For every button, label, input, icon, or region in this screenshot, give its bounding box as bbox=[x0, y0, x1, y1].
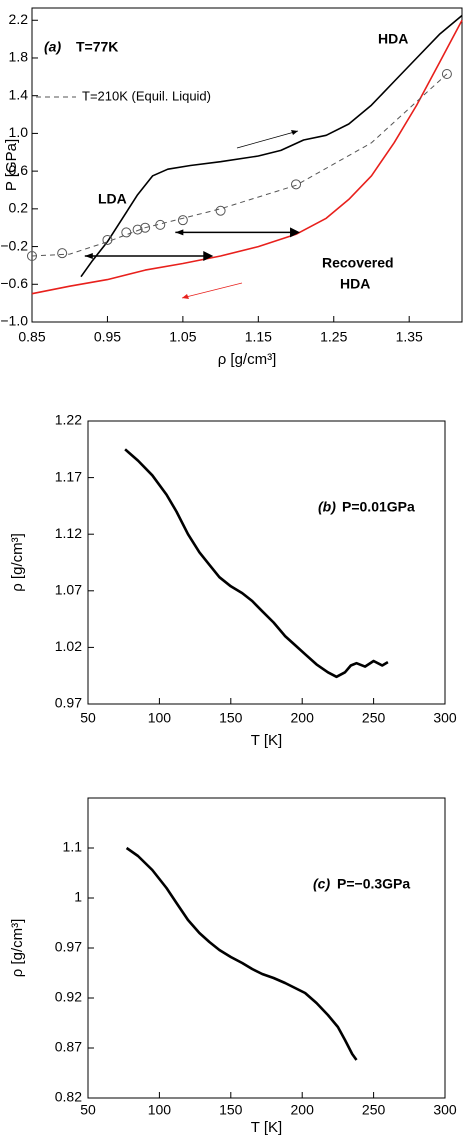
y-tick-label: 1.4 bbox=[9, 86, 29, 102]
data-point bbox=[27, 250, 37, 261]
x-tick-label: 300 bbox=[433, 1102, 457, 1118]
data-point bbox=[291, 179, 302, 190]
x-axis-label: ρ [g/cm³] bbox=[218, 351, 277, 368]
y-tick-label: 1.07 bbox=[55, 582, 82, 598]
y-tick-label: 0.92 bbox=[55, 989, 82, 1005]
y-tick-label: 1.12 bbox=[55, 525, 82, 541]
y-tick-label: 0.2 bbox=[9, 200, 29, 216]
x-axis-label: T [K] bbox=[251, 732, 282, 749]
y-tick-label: 1 bbox=[74, 889, 82, 905]
data-point bbox=[102, 234, 113, 245]
annotation: HDA bbox=[340, 276, 370, 292]
annotation: (b) bbox=[318, 499, 336, 515]
annotation: P=0.01GPa bbox=[342, 499, 415, 515]
x-tick-label: 300 bbox=[433, 710, 457, 726]
direction-arrow-head bbox=[291, 130, 298, 135]
y-axis-label: ρ [g/cm³] bbox=[9, 533, 26, 592]
data-point bbox=[215, 205, 226, 216]
y-tick-label: 1.8 bbox=[9, 49, 29, 65]
y-tick-label: 1.0 bbox=[9, 124, 29, 140]
annotation: P=−0.3GPa bbox=[337, 876, 410, 892]
arrow-tail bbox=[290, 227, 301, 238]
y-tick-label: 1.17 bbox=[55, 468, 82, 484]
x-tick-label: 200 bbox=[291, 710, 315, 726]
x-tick-label: 0.95 bbox=[94, 329, 121, 345]
data-point bbox=[441, 69, 452, 80]
x-tick-label: 150 bbox=[219, 1102, 243, 1118]
annotation: LDA bbox=[98, 191, 127, 207]
x-tick-label: 1.25 bbox=[320, 329, 347, 345]
data-line bbox=[80, 14, 463, 278]
direction-arrow-head bbox=[182, 294, 189, 299]
plot-frame bbox=[31, 7, 463, 323]
x-axis-label: T [K] bbox=[251, 1119, 282, 1136]
data-line bbox=[125, 846, 358, 1061]
data-line bbox=[31, 73, 448, 257]
annotation: (a) bbox=[44, 39, 61, 55]
data-point bbox=[121, 227, 132, 238]
y-axis-label: ρ [g/cm³] bbox=[9, 919, 26, 978]
y-tick-label: 1.1 bbox=[63, 839, 83, 855]
x-tick-label: 0.85 bbox=[18, 329, 45, 345]
annotation: HDA bbox=[378, 31, 408, 47]
x-tick-label: 200 bbox=[291, 1102, 315, 1118]
y-tick-label: 0.87 bbox=[55, 1039, 82, 1055]
y-tick-label: 0.82 bbox=[55, 1089, 82, 1105]
y-tick-label: 1.02 bbox=[55, 638, 82, 654]
y-tick-label: 1.22 bbox=[55, 412, 82, 428]
x-tick-label: 100 bbox=[148, 1102, 172, 1118]
y-tick-label: 2.2 bbox=[9, 11, 29, 27]
plot-frame bbox=[87, 420, 446, 705]
x-tick-label: 150 bbox=[219, 710, 243, 726]
data-point bbox=[155, 219, 166, 230]
x-tick-label: 1.05 bbox=[169, 329, 196, 345]
data-point bbox=[140, 222, 151, 233]
y-tick-label: 0.6 bbox=[9, 162, 29, 178]
y-tick-label: 0.97 bbox=[55, 695, 82, 711]
y-tick-label: −1.0 bbox=[0, 313, 28, 329]
y-tick-label: 0.97 bbox=[55, 939, 82, 955]
y-axis-label: P [GPa] bbox=[3, 139, 20, 191]
x-tick-label: 1.15 bbox=[245, 329, 272, 345]
x-tick-label: 1.35 bbox=[396, 329, 423, 345]
annotation: Recovered bbox=[322, 255, 394, 271]
y-tick-label: −0.2 bbox=[0, 237, 28, 253]
x-tick-label: 250 bbox=[362, 710, 386, 726]
arrow-head bbox=[84, 252, 93, 259]
direction-arrow bbox=[236, 130, 299, 149]
x-tick-label: 50 bbox=[80, 710, 96, 726]
y-tick-label: −0.6 bbox=[0, 275, 28, 291]
annotation: (c) bbox=[313, 876, 330, 892]
arrow-tail bbox=[203, 250, 214, 261]
x-tick-label: 250 bbox=[362, 1102, 386, 1118]
arrow-head bbox=[175, 229, 184, 236]
legend-label: T=210K (Equil. Liquid) bbox=[82, 88, 211, 103]
x-tick-label: 50 bbox=[80, 1102, 96, 1118]
plot-frame bbox=[87, 797, 446, 1099]
annotation: T=77K bbox=[76, 39, 118, 55]
data-point bbox=[177, 215, 188, 226]
data-point bbox=[132, 224, 143, 235]
direction-arrow bbox=[181, 282, 243, 299]
data-line bbox=[124, 448, 389, 679]
data-point bbox=[57, 248, 68, 259]
x-tick-label: 100 bbox=[148, 710, 172, 726]
